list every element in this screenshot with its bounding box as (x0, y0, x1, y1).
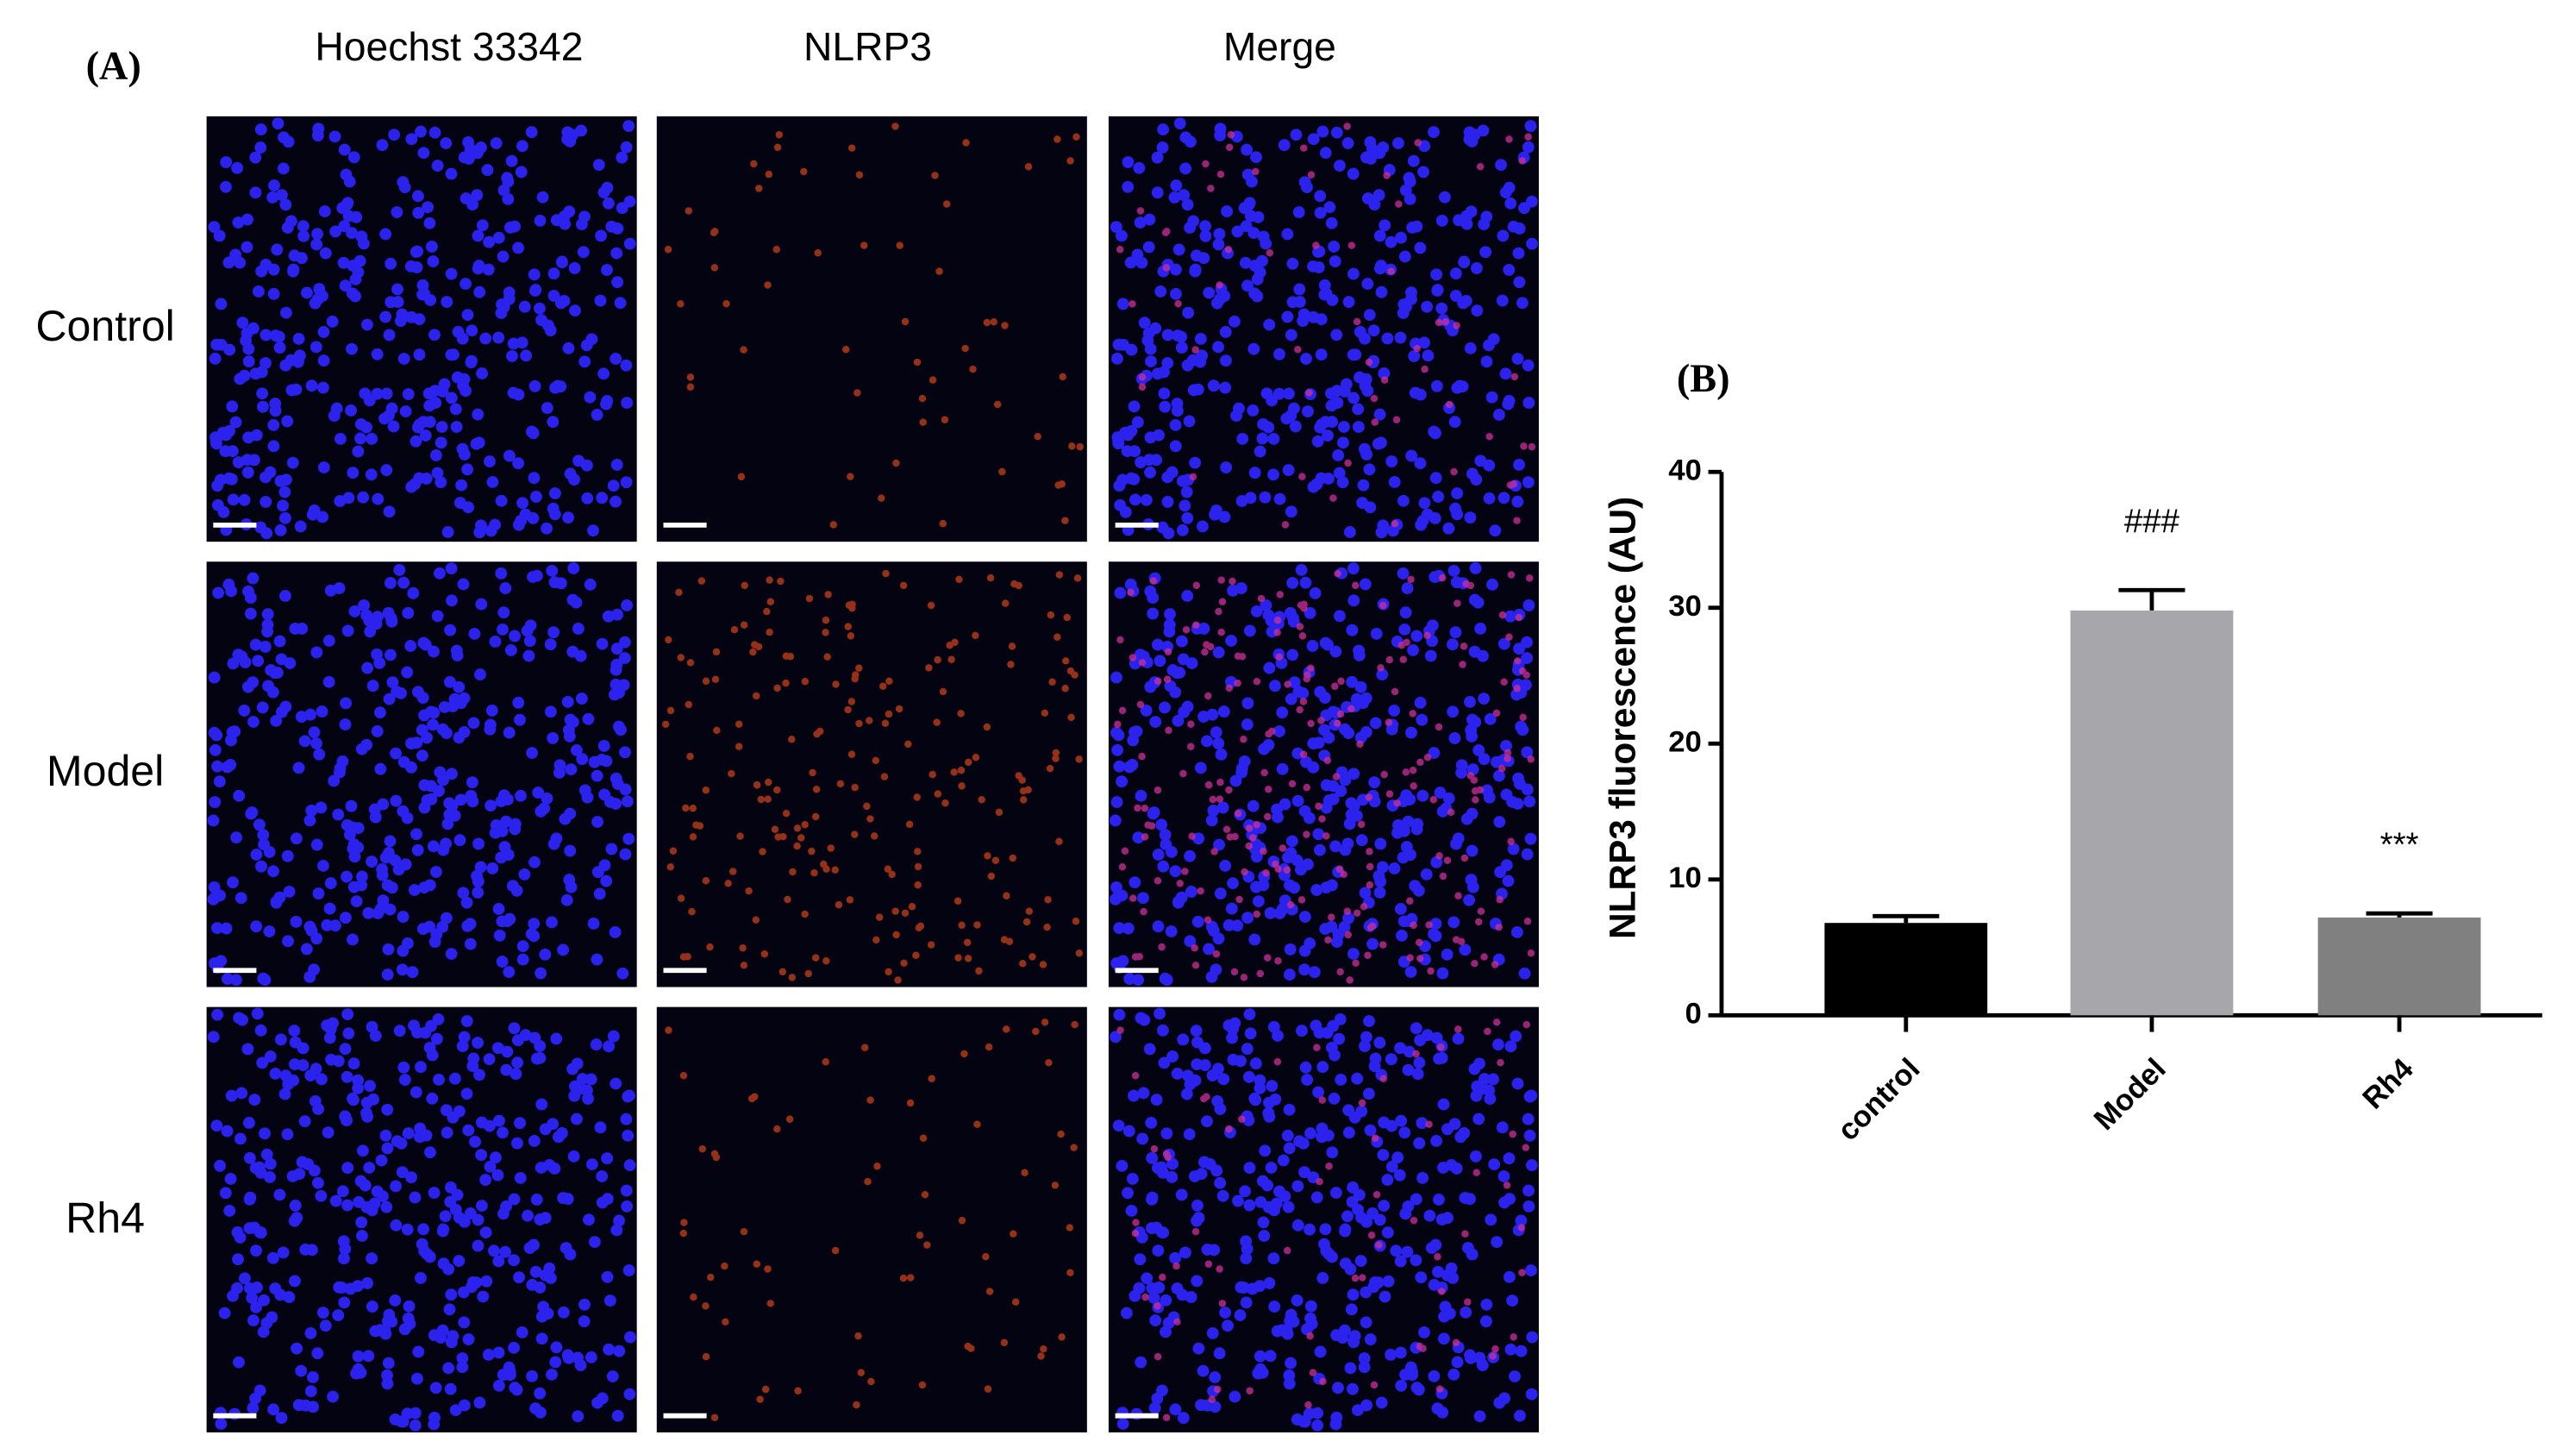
x-tick-label: Model (2088, 1052, 2173, 1137)
nuclei (1110, 117, 1538, 540)
row-label: Rh4 (66, 1194, 145, 1242)
x-tick-label: Rh4 (2357, 1052, 2421, 1116)
micrograph (656, 116, 1087, 542)
nuclei (207, 1007, 636, 1432)
x-tick-label: control (1832, 1052, 1927, 1147)
nlrp3-signal (665, 1018, 1079, 1422)
nuclei (207, 562, 635, 987)
significance-label: ### (2124, 503, 2180, 540)
bar (2070, 610, 2234, 1016)
row-label: Control (35, 302, 174, 350)
column-header: NLRP3 (803, 24, 932, 69)
bar (2317, 917, 2481, 1016)
panel-label: (B) (1677, 357, 1730, 401)
nuclei (1110, 1007, 1539, 1432)
y-tick-label: 20 (1668, 725, 1702, 758)
y-tick-label: 10 (1668, 862, 1702, 894)
significance-label: *** (2380, 826, 2419, 863)
micrograph (656, 561, 1087, 987)
y-tick-label: 40 (1668, 454, 1702, 486)
bar (1824, 923, 1988, 1016)
nuclei (208, 117, 636, 540)
micrograph (656, 1006, 1087, 1432)
panel-label: (A) (86, 45, 141, 89)
y-axis-label: NLRP3 fluorescence (AU) (1602, 497, 1642, 939)
y-tick-label: 0 (1685, 997, 1701, 1030)
column-header: Merge (1223, 24, 1336, 69)
y-tick-label: 30 (1668, 590, 1702, 623)
row-label: Model (47, 747, 164, 795)
column-header: Hoechst 33342 (315, 24, 583, 69)
nlrp3-signal (1116, 1018, 1530, 1422)
nuclei (1109, 562, 1537, 987)
